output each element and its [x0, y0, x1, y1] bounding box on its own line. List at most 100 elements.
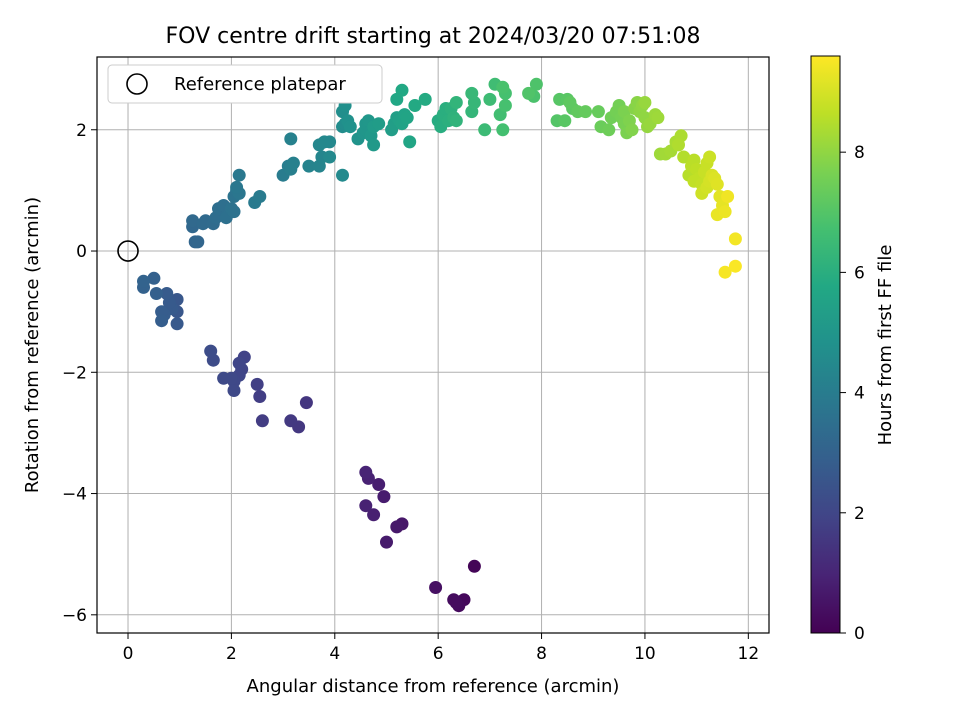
data-point [302, 159, 316, 173]
x-axis-ticks: 0 2 4 6 8 10 12 [123, 633, 760, 664]
data-point [336, 168, 349, 182]
data-point [359, 499, 373, 513]
x-tick-label: 4 [329, 644, 340, 664]
data-point [204, 344, 218, 358]
data-point [529, 77, 543, 91]
y-axis-ticks: −6 −4 −2 0 2 [62, 121, 97, 626]
x-tick-label: 6 [433, 644, 444, 664]
data-point [160, 287, 174, 300]
data-point [602, 123, 616, 137]
data-point [284, 132, 298, 146]
data-point [380, 535, 393, 549]
legend: Reference platepar [107, 64, 383, 104]
data-point [191, 235, 205, 249]
data-point [232, 168, 246, 182]
data-point [400, 111, 414, 125]
data-point [149, 287, 163, 300]
y-tick-label: 0 [76, 242, 87, 262]
data-point [429, 581, 443, 594]
data-point [672, 138, 685, 152]
chart-title: FOV centre drift starting at 2024/03/20 … [166, 24, 701, 49]
data-point [323, 150, 337, 164]
data-point [703, 150, 717, 164]
legend-marker-open-circle [126, 73, 148, 95]
x-axis-label: Angular distance from reference (arcmin) [247, 676, 620, 697]
data-point [217, 371, 231, 385]
colorbar-label: Hours from first FF file [875, 245, 896, 446]
data-point [498, 99, 512, 112]
data-point [253, 390, 267, 403]
y-tick-label: −4 [62, 485, 87, 505]
data-point [227, 205, 241, 219]
data-point [467, 559, 481, 573]
colorbar: 0 2 4 6 8 Hours from first FF file [810, 55, 896, 644]
data-point [408, 99, 422, 112]
reference-platepar-marker [117, 240, 139, 262]
data-point [718, 265, 732, 279]
data-point [651, 111, 665, 125]
data-point [367, 508, 381, 522]
data-point [522, 86, 536, 100]
data-point [478, 123, 492, 137]
data-point [284, 414, 298, 428]
data-point [447, 593, 461, 607]
data-point [710, 177, 724, 191]
x-tick-label: 0 [123, 644, 134, 664]
data-point [137, 274, 150, 288]
data-point [186, 214, 200, 228]
data-point [155, 305, 169, 319]
colorbar-tick-label: 6 [854, 263, 865, 283]
data-point [496, 123, 510, 137]
colorbar-tick-label: 0 [854, 624, 865, 644]
legend-box [107, 64, 383, 104]
plot-frame [96, 56, 770, 634]
grid-lines [97, 57, 769, 633]
data-point [465, 86, 479, 100]
data-point [323, 135, 337, 149]
data-point [563, 96, 577, 109]
data-point [255, 414, 269, 428]
y-tick-label: −2 [62, 363, 87, 383]
data-point [155, 314, 169, 328]
x-tick-label: 2 [226, 644, 237, 664]
data-point [449, 114, 463, 128]
data-point [367, 138, 381, 152]
data-point [377, 490, 391, 504]
x-tick-label: 12 [738, 644, 760, 664]
data-point [718, 205, 732, 219]
colorbar-tick-label: 2 [854, 504, 865, 524]
colorbar-ticks: 0 2 4 6 8 [840, 143, 865, 644]
data-point [638, 96, 652, 109]
data-point [418, 92, 432, 106]
data-point [591, 105, 605, 119]
data-point [372, 478, 386, 491]
data-point [395, 83, 409, 97]
data-point [625, 123, 639, 137]
data-point [372, 117, 386, 131]
data-point [483, 92, 497, 106]
data-point [579, 105, 592, 119]
data-point [230, 180, 244, 194]
data-point [728, 259, 742, 273]
data-point [496, 80, 510, 94]
data-point [299, 396, 313, 410]
data-point [558, 114, 572, 128]
data-point [286, 156, 300, 170]
data-point [390, 520, 404, 534]
data-points [117, 77, 742, 613]
y-axis-label: Rotation from reference (arcmin) [22, 197, 43, 493]
data-point [170, 317, 184, 331]
data-point [343, 120, 357, 134]
data-point [449, 96, 463, 109]
data-point [721, 190, 735, 203]
legend-label: Reference platepar [174, 74, 346, 95]
data-point [253, 190, 267, 203]
data-point [677, 150, 691, 164]
data-point [359, 465, 373, 479]
data-point [728, 232, 742, 246]
data-point [147, 271, 161, 285]
colorbar-tick-label: 4 [854, 384, 865, 404]
y-tick-label: 2 [76, 121, 87, 141]
